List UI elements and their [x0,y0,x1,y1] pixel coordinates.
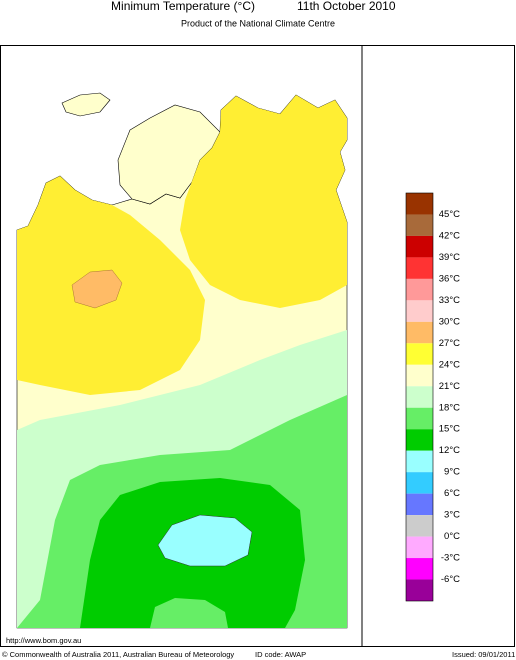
zone-15-18 [150,598,228,628]
legend-swatch [406,450,433,473]
footer-copyright: © Commonwealth of Australia 2011, Austra… [2,650,234,659]
legend-swatch [406,536,433,559]
legend-swatch [406,386,433,408]
legend-swatch [406,579,433,601]
legend: 45°C 42°C 39°C 36°C 33°C 30°C 27°C 24°C 21°C 18°C… [405,192,460,602]
zone-24-27 [180,95,347,308]
legend-label: 45°C [439,209,460,220]
legend-swatch [406,472,433,494]
legend-label: -6°C [441,574,460,585]
map-subtitle: Product of the National Climate Centre [181,18,335,28]
legend-swatch [406,515,433,537]
legend-label: 15°C [439,424,460,435]
legend-label: 27°C [439,338,460,349]
legend-label: 18°C [439,402,460,413]
legend-label: 9°C [444,467,460,478]
legend-label: 36°C [439,273,460,284]
legend-swatch [406,343,433,365]
legend-label: 21°C [439,381,460,392]
legend-swatch [406,300,433,322]
legend-swatch [406,364,433,387]
legend-label: 33°C [439,295,460,306]
legend-swatch [406,558,433,580]
legend-swatch [406,214,433,236]
legend-swatch [406,407,433,430]
legend-swatch [406,278,433,301]
legend-swatch [406,493,433,516]
legend-label: 6°C [444,488,460,499]
legend-label: 0°C [444,531,460,542]
zone-9-12 [157,514,253,567]
legend-label: -3°C [441,553,460,564]
legend-label: 42°C [439,230,460,241]
footer-issued: Issued: 09/01/2011 [452,650,515,659]
island [61,92,111,117]
legend-label: 39°C [439,252,460,263]
legend-label: 24°C [439,359,460,370]
legend-border [405,192,434,602]
legend-swatch [406,193,433,215]
legend-swatch [406,257,433,279]
map-date: 11th October 2010 [297,0,396,13]
zone-27-30 [71,269,123,309]
footer-url: http://www.bom.gov.au [6,636,81,645]
map-title: Minimum Temperature (°C) [111,0,255,13]
footer-id-code: ID code: AWAP [255,650,306,659]
legend-swatch [406,429,433,451]
legend-label: 3°C [444,510,460,521]
legend-swatch [406,235,433,258]
legend-swatch [406,321,433,344]
legend-label: 12°C [439,445,460,456]
legend-label: 30°C [439,316,460,327]
map-area [0,45,515,647]
